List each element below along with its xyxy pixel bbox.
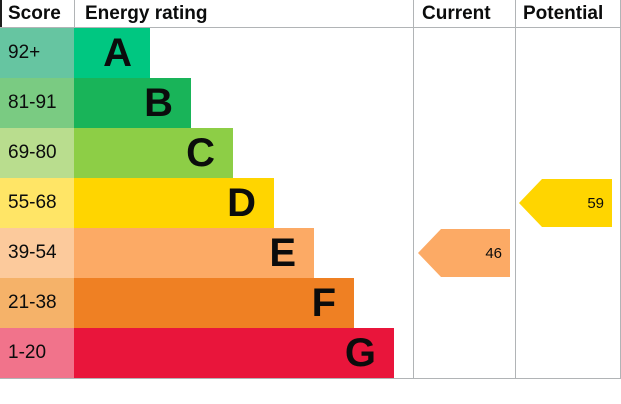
divider-current-potential [515, 0, 516, 378]
band-bar-e: E [74, 228, 314, 278]
potential-rating-value: 59 [587, 194, 604, 212]
band-bar-g: G [74, 328, 394, 378]
potential-rating-arrow: 59 [519, 179, 612, 227]
band-bar-b: B [74, 78, 191, 128]
header-underline [0, 27, 621, 28]
current-rating-value: 46 [485, 244, 502, 262]
band-row-a: 92+ A [0, 28, 150, 78]
score-range-b: 81-91 [0, 78, 74, 128]
band-row-f: 21-38 F [0, 278, 354, 328]
band-letter-c: C [186, 131, 215, 175]
band-letter-g: G [344, 331, 376, 375]
band-row-d: 55-68 D [0, 178, 274, 228]
band-letter-e: E [269, 231, 296, 275]
band-row-b: 81-91 B [0, 78, 191, 128]
score-range-c: 69-80 [0, 128, 74, 178]
column-header-current: Current [422, 3, 491, 24]
score-range-e: 39-54 [0, 228, 74, 278]
band-row-e: 39-54 E [0, 228, 314, 278]
table-bottom-border [0, 378, 621, 379]
column-header-energy-rating: Energy rating [85, 3, 208, 24]
band-letter-d: D [227, 181, 256, 225]
divider-rating-current [413, 0, 414, 378]
band-bar-d: D [74, 178, 274, 228]
column-header-potential: Potential [523, 3, 604, 24]
column-header-score: Score [8, 3, 61, 24]
band-bar-a: A [74, 28, 150, 78]
current-rating-arrow: 46 [418, 229, 510, 277]
band-letter-a: A [103, 31, 132, 75]
header-left-border [0, 0, 2, 28]
band-row-g: 1-20 G [0, 328, 394, 378]
band-letter-b: B [144, 81, 173, 125]
score-range-d: 55-68 [0, 178, 74, 228]
band-row-c: 69-80 C [0, 128, 233, 178]
band-letter-f: F [311, 281, 336, 325]
divider-score-rating [74, 0, 75, 28]
band-bar-c: C [74, 128, 233, 178]
score-range-f: 21-38 [0, 278, 74, 328]
score-range-a: 92+ [0, 28, 74, 78]
band-bar-f: F [74, 278, 354, 328]
score-range-g: 1-20 [0, 328, 74, 378]
